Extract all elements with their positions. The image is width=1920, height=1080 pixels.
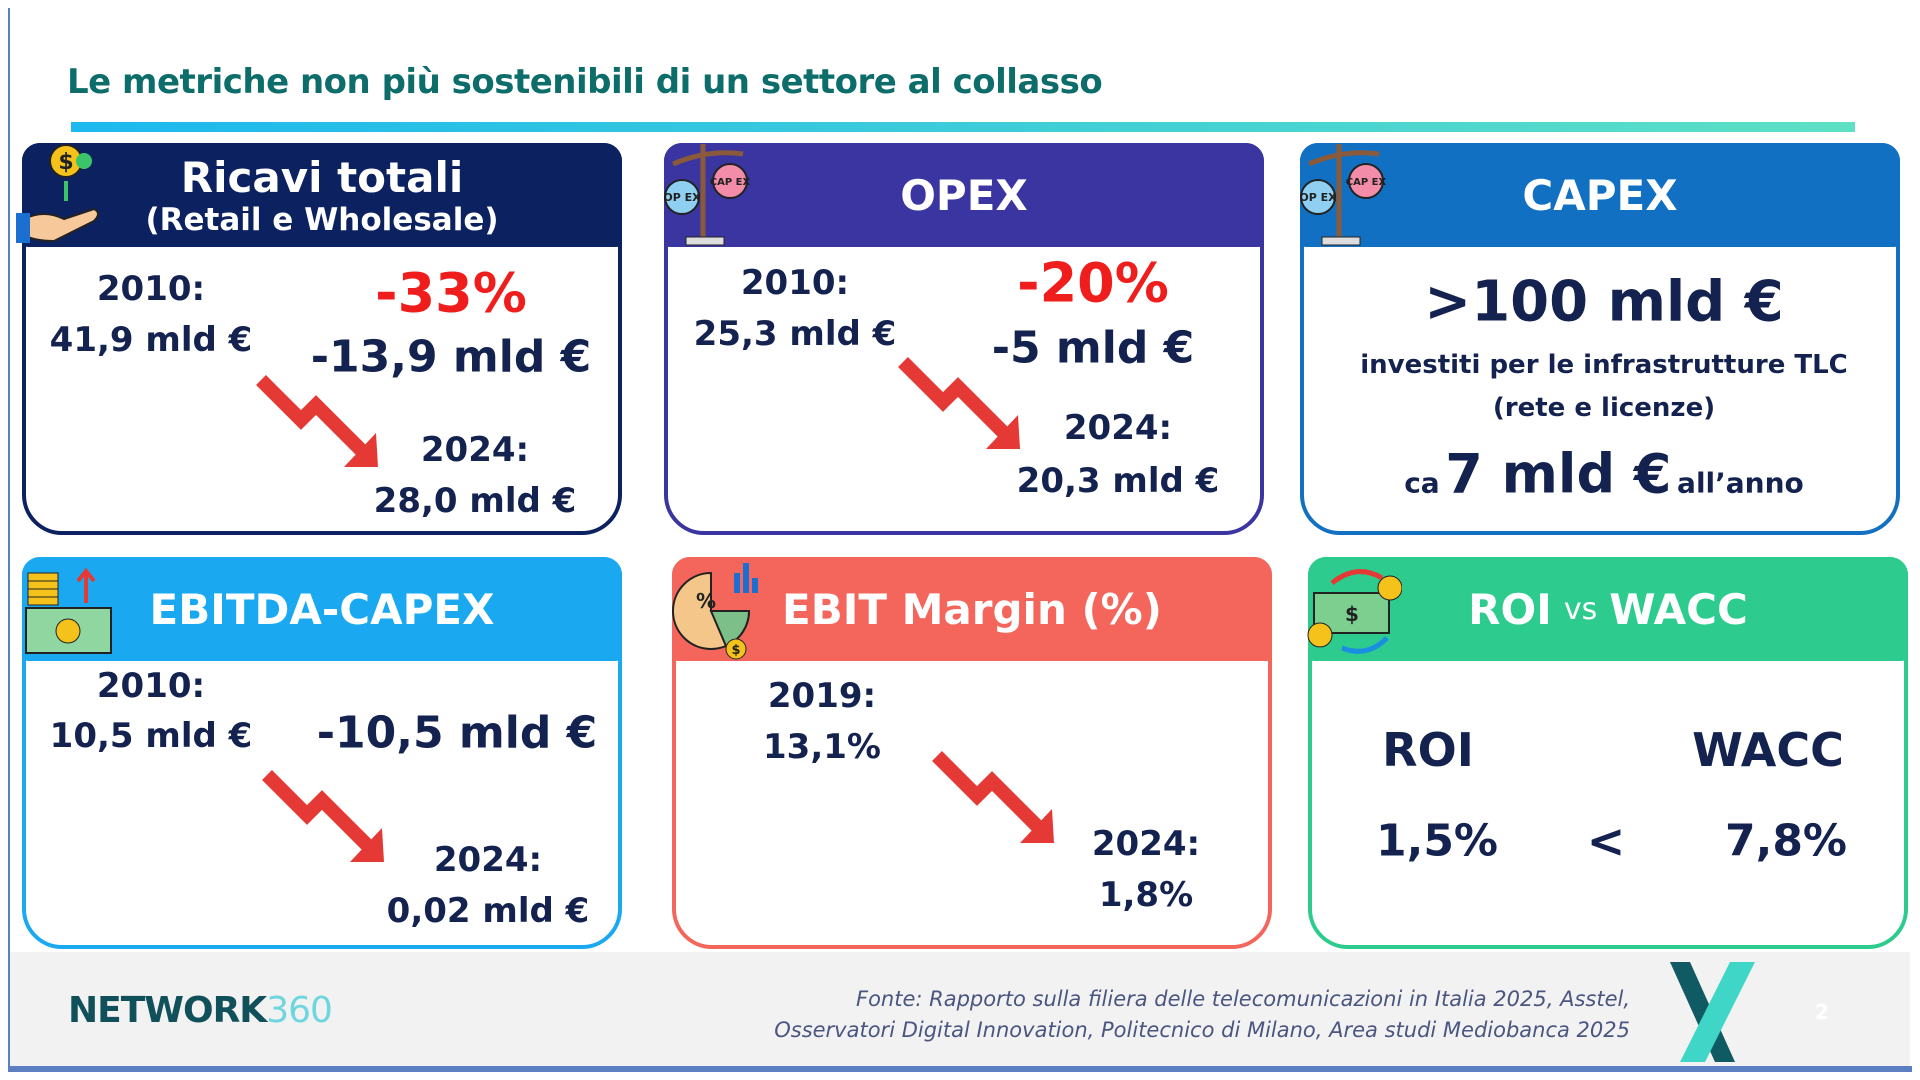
year-end: 2024:	[433, 840, 543, 880]
value-end: 1,8%	[1098, 875, 1194, 915]
money-exchange-icon: $	[1307, 569, 1402, 654]
source-note: Fonte: Rapporto sulla filiera delle tele…	[774, 984, 1630, 1046]
money-hand-icon: $	[16, 144, 99, 243]
card-ebit-margin: EBIT Margin (%) % $ 2019: 13,1% 2024: 1,8…	[672, 557, 1272, 949]
percent-change: -33%	[375, 261, 527, 325]
annual-value: 7 mld €	[1445, 442, 1672, 506]
svg-text:%: %	[696, 589, 716, 613]
value-start: 10,5 mld €	[49, 716, 253, 756]
year-start: 2010:	[96, 666, 206, 706]
roi-label: ROI	[1382, 723, 1474, 777]
card-header: EBITDA-CAPEX	[22, 557, 622, 661]
comparison-sign: <	[1586, 814, 1626, 868]
card-ricavi: Ricavi totali (Retail e Wholesale) $ 201…	[16, 143, 622, 535]
card-title: EBIT Margin (%)	[782, 584, 1162, 634]
svg-text:OP EX: OP EX	[663, 191, 701, 204]
coins-cash-icon	[25, 567, 112, 654]
per-year-label: all’anno	[1677, 466, 1804, 500]
value-start: 25,3 mld €	[693, 314, 897, 354]
wacc-value: 7,8%	[1724, 815, 1848, 867]
value-end: 0,02 mld €	[386, 891, 590, 931]
delta-value: -5 mld €	[991, 322, 1195, 374]
down-arrow-icon	[898, 357, 1020, 449]
capex-annual: ca 7 mld € all’anno	[1404, 443, 1804, 506]
card-header: ROI vs WACC	[1308, 557, 1908, 661]
delta-value: -13,9 mld €	[310, 331, 592, 383]
year-end: 2024:	[1063, 408, 1173, 448]
year-end: 2024:	[420, 430, 530, 470]
value-start: 13,1%	[763, 727, 881, 767]
pie-chart-icon: %$	[672, 563, 758, 660]
svg-text:$: $	[731, 643, 740, 658]
card-title-vs: vs	[1563, 591, 1598, 627]
network360-logo: NETWORK360	[68, 990, 333, 1031]
ca-label: ca	[1404, 466, 1440, 500]
card-title: Ricavi totali	[180, 152, 464, 202]
year-start: 2010:	[96, 269, 206, 309]
svg-text:$: $	[58, 150, 73, 175]
year-start: 2019:	[767, 676, 877, 716]
card-title: EBITDA-CAPEX	[149, 584, 495, 634]
card-header: CAPEX	[1300, 143, 1900, 247]
svg-text:CAP EX: CAP EX	[1346, 177, 1387, 188]
card-title-roi: ROI	[1468, 584, 1552, 634]
x-logo-icon	[1670, 962, 1755, 1062]
wacc-label: WACC	[1692, 723, 1844, 777]
card-header: Ricavi totali (Retail e Wholesale)	[22, 143, 622, 247]
value-start: 41,9 mld €	[49, 320, 253, 360]
svg-text:$: $	[1345, 602, 1359, 626]
source-line-1: Fonte: Rapporto sulla filiera delle tele…	[856, 987, 1630, 1011]
source-line-2: Osservatori Digital Innovation, Politecn…	[774, 1018, 1630, 1042]
card-title: OPEX	[900, 170, 1028, 220]
card-subtitle: (Retail e Wholesale)	[145, 201, 499, 238]
card-header: EBIT Margin (%)	[672, 557, 1272, 661]
value-end: 28,0 mld €	[373, 481, 577, 521]
roi-value: 1,5%	[1375, 815, 1499, 867]
capex-desc-2: (rete e licenze)	[1492, 393, 1716, 423]
card-capex: CAPEX OP EX CAP EX >100 mld € investiti p…	[1299, 143, 1900, 535]
card-header: OPEX	[664, 143, 1264, 247]
card-ebitda-capex: EBITDA-CAPEX 2010: 10,5 mld € -10,5 mld …	[22, 557, 622, 949]
svg-text:OP EX: OP EX	[1299, 191, 1337, 204]
year-start: 2010:	[740, 263, 850, 303]
title-underline	[71, 122, 1855, 132]
card-roi-wacc: ROI vs WACC $ ROI WACC 1,5% < 7,8%	[1307, 557, 1908, 949]
slide-title: Le metriche non più sostenibili di un se…	[67, 62, 1103, 102]
balance-scale-icon: OP EX CAP EX	[663, 144, 751, 246]
card-opex: OPEX OP EX CAP EX 2010: 25,3 mld € -20% -…	[663, 143, 1264, 535]
svg-text:CAP EX: CAP EX	[710, 177, 751, 188]
value-end: 20,3 mld €	[1016, 461, 1220, 501]
percent-change: -20%	[1017, 251, 1169, 315]
capex-desc: investiti per le infrastrutture TLC	[1360, 350, 1848, 380]
delta-value: -10,5 mld €	[316, 707, 598, 759]
card-title: CAPEX	[1522, 170, 1678, 220]
capex-total: >100 mld €	[1424, 269, 1784, 335]
down-arrow-icon	[262, 770, 384, 862]
page-number: 2	[1815, 1000, 1829, 1024]
balance-scale-icon: OP EX CAP EX	[1299, 144, 1387, 246]
down-arrow-icon	[256, 375, 378, 467]
card-title-wacc: WACC	[1609, 584, 1748, 634]
slide-frame	[8, 8, 1912, 1072]
down-arrow-icon	[932, 751, 1054, 843]
footer: NETWORK360 Fonte: Rapporto sulla filiera…	[10, 952, 1910, 1066]
year-end: 2024:	[1091, 824, 1201, 864]
